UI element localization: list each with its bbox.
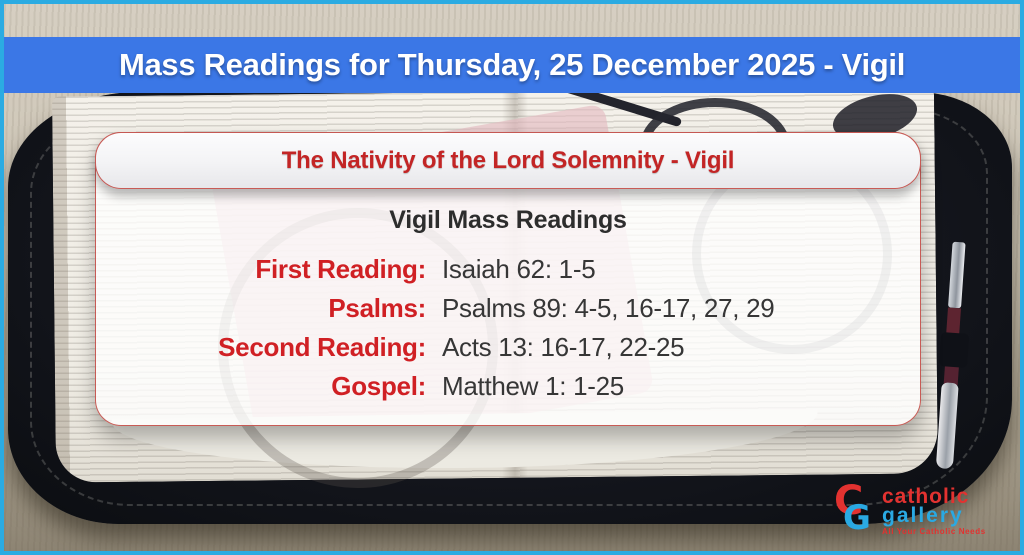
readings-list: First Reading: Isaiah 62: 1-5 Psalms: Ps… [96,250,920,406]
banner-title: Mass Readings for Thursday, 25 December … [118,47,906,82]
solemnity-title: The Nativity of the Lord Solemnity - Vig… [281,146,735,174]
reading-label: Gospel: [331,371,426,401]
section-heading: Vigil Mass Readings [389,206,627,234]
logo-word-gallery: gallery [882,504,964,527]
pen-elastic-band [938,332,970,368]
reading-value: Psalms 89: 4-5, 16-17, 27, 29 [442,293,775,323]
pen-cap [935,382,959,470]
pen-clip [948,241,966,309]
catholic-gallery-logo[interactable]: C G catholic gallery All Your Catholic N… [834,481,994,545]
banner: Mass Readings for Thursday, 25 December … [4,37,1020,93]
reading-label: Psalms: [328,293,426,323]
logo-text: catholic gallery All Your Catholic Needs [882,485,986,536]
logo-tagline: All Your Catholic Needs [882,527,986,536]
reading-label: Second Reading: [218,332,426,362]
reading-value: Isaiah 62: 1-5 [442,254,596,284]
monogram-c: C [834,478,864,524]
reading-label: First Reading: [255,254,426,284]
reading-row-second-reading: Second Reading: Acts 13: 16-17, 22-25 [96,328,920,367]
readings-card: The Nativity of the Lord Solemnity - Vig… [95,132,921,426]
monogram-g: G [843,498,871,538]
reading-row-gospel: Gospel: Matthew 1: 1-25 [96,367,920,406]
logo-word-catholic: catholic [882,485,970,508]
cg-monogram-icon: C G [834,481,880,543]
reading-row-first-reading: First Reading: Isaiah 62: 1-5 [96,250,920,289]
reading-row-psalms: Psalms: Psalms 89: 4-5, 16-17, 27, 29 [96,289,920,328]
reading-value: Matthew 1: 1-25 [442,371,624,401]
card-body: Vigil Mass Readings First Reading: Isaia… [96,190,920,425]
reading-value: Acts 13: 16-17, 22-25 [442,332,685,362]
card-header: The Nativity of the Lord Solemnity - Vig… [95,132,921,189]
